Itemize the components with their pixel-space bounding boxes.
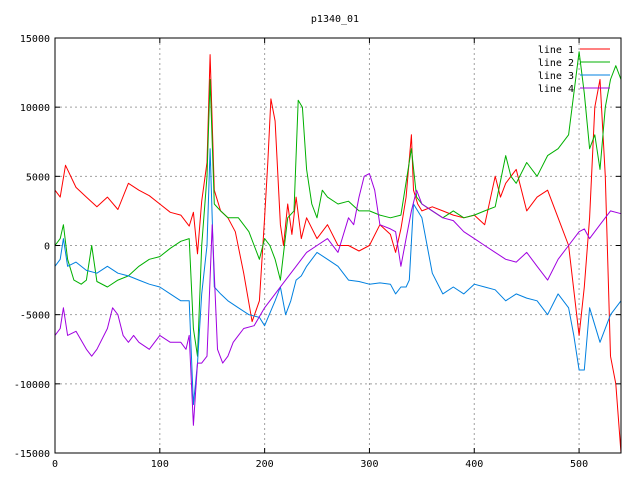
series-line-2	[54, 51, 622, 357]
y-tick-label: 0	[44, 242, 50, 253]
legend: line 1 line 2 line 3 line 4	[538, 45, 610, 95]
series-line-1	[54, 54, 622, 454]
chart-title: p1340_01	[311, 14, 359, 25]
y-tick-label: 15000	[20, 34, 50, 45]
y-tick-label: -10000	[14, 380, 50, 391]
y-tick-label: 5000	[26, 172, 50, 183]
plot-area	[54, 51, 622, 454]
axes: 0 100 200 300 400 500 -15000 -10000 -5000 0 5000 10…	[14, 34, 621, 470]
series-line-4	[54, 173, 622, 426]
legend-label: line 3	[538, 71, 574, 82]
y-tick-label: 10000	[20, 103, 50, 114]
x-tick-label: 200	[256, 459, 274, 470]
legend-label: line 2	[538, 58, 574, 69]
x-tick-label: 300	[360, 459, 378, 470]
grid	[55, 38, 621, 453]
y-tick-label: -5000	[20, 311, 50, 322]
y-tick-label: -15000	[14, 449, 50, 460]
legend-label: line 4	[538, 84, 574, 95]
series-line-3	[54, 148, 622, 406]
x-tick-label: 0	[52, 459, 58, 470]
legend-label: line 1	[538, 45, 574, 56]
x-tick-label: 400	[465, 459, 483, 470]
x-tick-label: 500	[570, 459, 588, 470]
x-tick-label: 100	[151, 459, 169, 470]
